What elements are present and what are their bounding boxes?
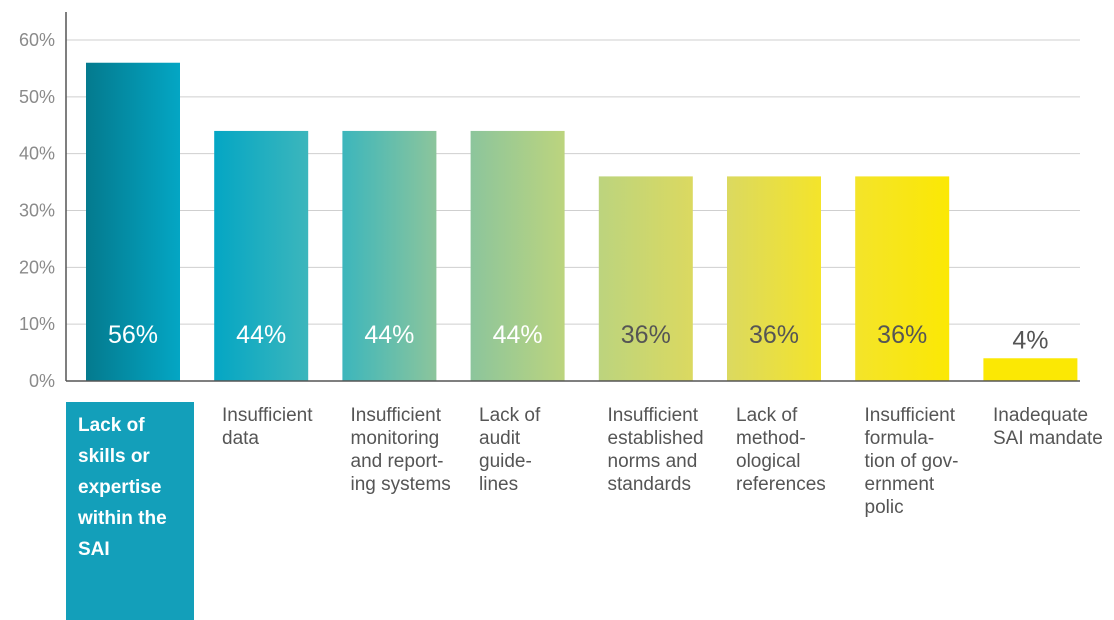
category-label-line: monitoring xyxy=(350,428,440,449)
bar-value-label: 36% xyxy=(621,321,671,349)
category-label: Insufficient formula-tion of gov-ernment p… xyxy=(865,404,959,519)
category-label: Insufficient data xyxy=(222,404,312,450)
category-label-line: Inadequate xyxy=(993,405,1089,426)
bar xyxy=(983,358,1078,381)
bar-value-label: 36% xyxy=(877,321,927,349)
bar xyxy=(342,130,437,381)
category-label-line: Lack of xyxy=(479,405,541,426)
category-label-line: norms and xyxy=(607,451,698,472)
category-label: Lack of audit guide-lines xyxy=(479,404,540,496)
bar-value-label: 44% xyxy=(236,321,286,349)
bar-value-label: 4% xyxy=(1012,326,1048,354)
bar-value-label: 44% xyxy=(364,321,414,349)
category-label-line: audit xyxy=(479,428,521,449)
category-label-line: Insufficient xyxy=(607,405,698,426)
category-label: Lack of method-ological references xyxy=(736,404,826,496)
bar xyxy=(86,62,180,381)
category-label-line: skills or xyxy=(78,446,150,467)
category-label-line: Insufficient xyxy=(864,405,955,426)
category-label-line: established xyxy=(607,428,704,449)
value-labels: 56% 44% 44% 44% 36% 36% 36% 4% xyxy=(108,321,1048,354)
category-label: Insufficient monitoring and report-ing sys… xyxy=(351,404,451,496)
category-label-line: references xyxy=(736,474,826,495)
category-label-line: Insufficient xyxy=(222,405,313,426)
category-label-line: lines xyxy=(479,474,519,495)
bar xyxy=(598,176,693,381)
category-label-line: within the xyxy=(78,508,167,529)
category-label-line: guide- xyxy=(479,451,532,472)
bars xyxy=(86,62,1078,381)
bar-value-label: 56% xyxy=(108,321,158,349)
category-label-line: and report- xyxy=(350,451,444,472)
category-label-line: SAI xyxy=(78,539,110,560)
category-label: Inadequate SAI mandate xyxy=(993,404,1103,450)
category-label-line: method- xyxy=(736,428,806,449)
category-label-line: Lack of xyxy=(78,415,145,436)
category-label-line: polic xyxy=(864,497,904,518)
bar xyxy=(727,176,821,381)
category-label-line: expertise xyxy=(78,477,162,498)
category-label-line: SAI mandate xyxy=(993,428,1103,449)
y-axis-ticks: 0% 10% 20% 30% 40% 50% 60% xyxy=(19,30,55,391)
y-tick-label: 30% xyxy=(19,201,55,221)
y-tick-label: 50% xyxy=(19,87,55,107)
category-label-line: ological xyxy=(736,451,801,472)
y-tick-label: 0% xyxy=(29,371,55,391)
category-label-line: formula- xyxy=(864,428,935,449)
category-label: Insufficient established norms and standard… xyxy=(608,404,704,496)
bar xyxy=(214,130,309,381)
category-label-line: ernment xyxy=(864,474,935,495)
category-label-line: data xyxy=(222,428,259,449)
bar xyxy=(855,176,950,381)
y-tick-label: 20% xyxy=(19,257,55,277)
category-label: Lack of skills or expertise within the SAI xyxy=(66,402,194,620)
y-tick-label: 10% xyxy=(19,314,55,334)
bar xyxy=(470,130,565,381)
category-label-line: ing systems xyxy=(350,474,451,495)
category-label-line: tion of gov- xyxy=(864,451,959,472)
y-tick-label: 40% xyxy=(19,144,55,164)
category-label-line: Lack of xyxy=(736,405,798,426)
bar-value-label: 44% xyxy=(493,321,543,349)
y-tick-label: 60% xyxy=(19,30,55,50)
category-label-line: standards xyxy=(607,474,691,495)
bar-value-label: 36% xyxy=(749,321,799,349)
category-label-line: Insufficient xyxy=(350,405,441,426)
